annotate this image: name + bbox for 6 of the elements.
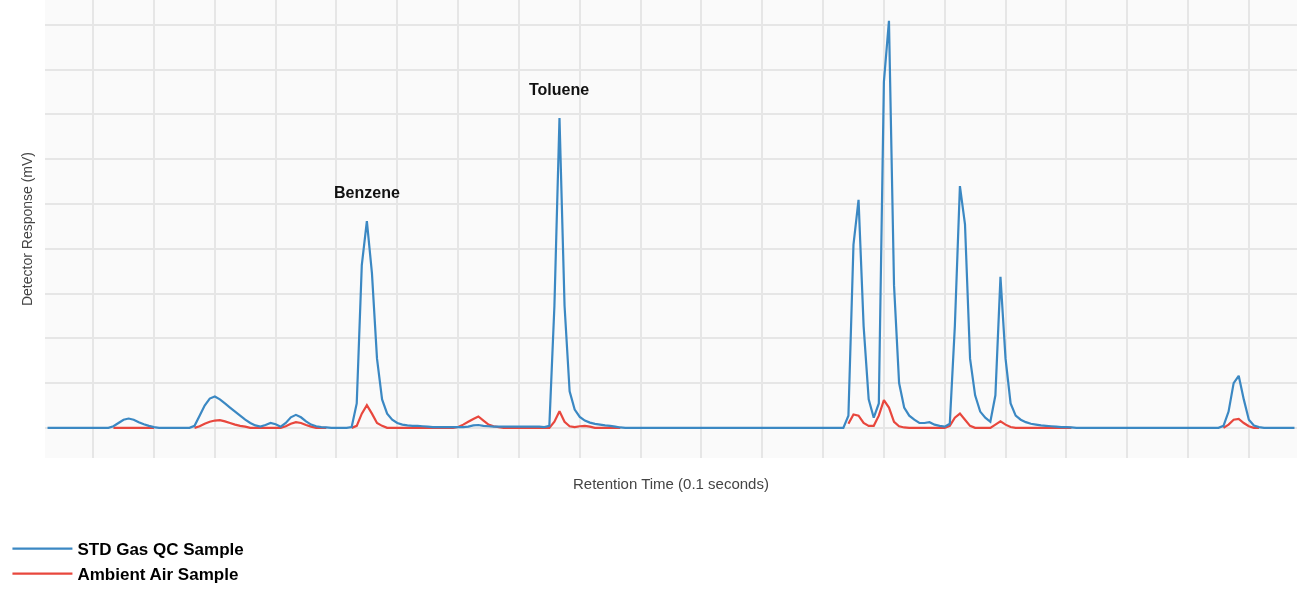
y-axis-title: Detector Response (mV)	[18, 151, 35, 307]
annotation: Benzene	[334, 184, 400, 201]
legend-label: Ambient Air Sample	[77, 565, 239, 585]
annotation: Toluene	[529, 81, 590, 98]
x-axis-title: Retention Time (0.1 seconds)	[573, 475, 769, 492]
legend-label: STD Gas QC Sample	[77, 540, 244, 560]
